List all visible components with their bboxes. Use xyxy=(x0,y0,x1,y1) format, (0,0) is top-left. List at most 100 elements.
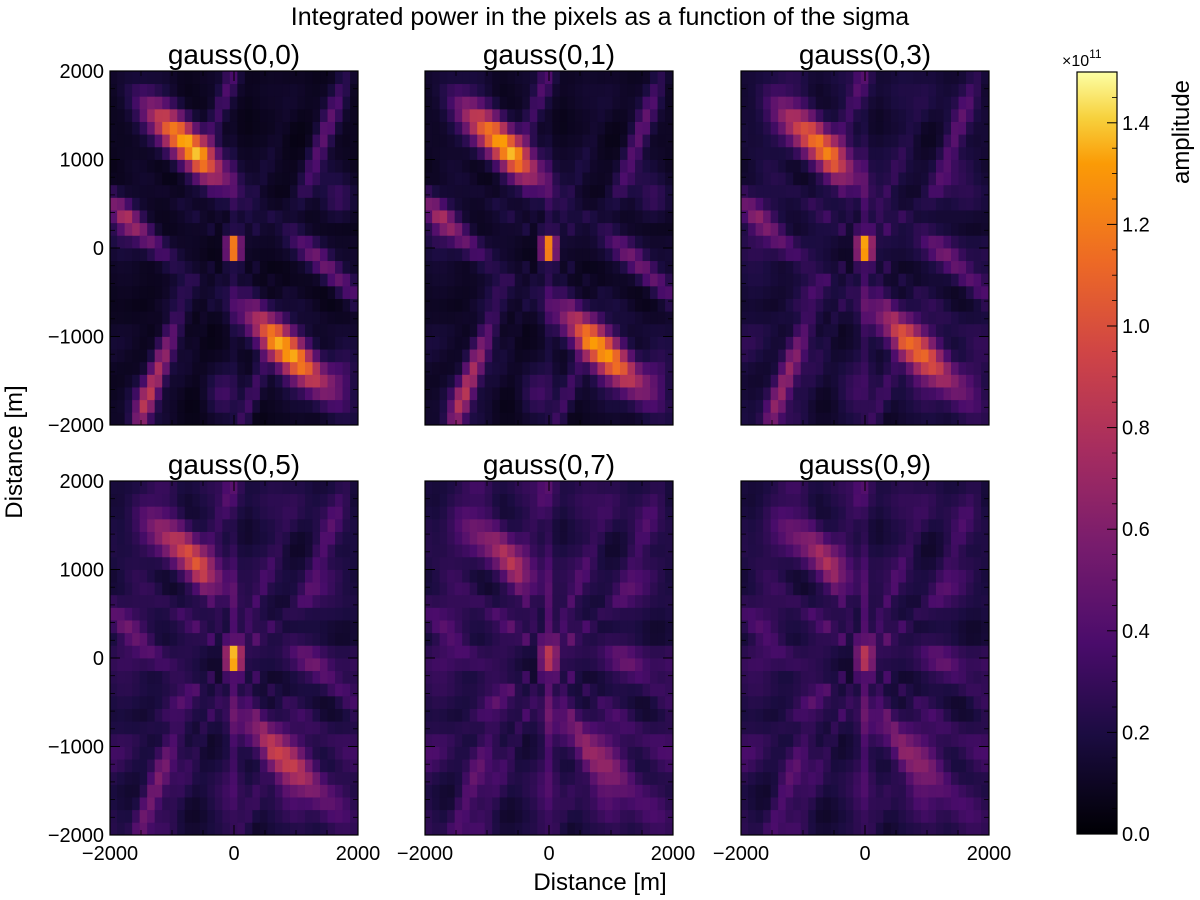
heatmap-cell xyxy=(289,746,299,760)
heatmap-cell xyxy=(154,644,164,659)
heatmap-cell xyxy=(207,619,216,634)
heatmap-cell xyxy=(589,386,599,401)
heatmap-cell xyxy=(267,108,276,122)
heatmap-cell xyxy=(898,159,907,173)
heatmap-cell xyxy=(748,197,757,211)
heatmap-cell xyxy=(883,159,892,173)
heatmap-cell xyxy=(635,197,644,211)
heatmap-cell xyxy=(327,108,336,122)
heatmap-cell xyxy=(823,146,832,160)
heatmap-cell xyxy=(469,399,479,413)
heatmap-cell xyxy=(567,184,576,198)
heatmap-cell xyxy=(920,374,930,388)
heatmap-cell xyxy=(154,197,164,211)
heatmap-cell xyxy=(619,83,629,97)
heatmap-cell xyxy=(274,361,284,375)
heatmap-cell xyxy=(589,298,599,312)
heatmap-cell xyxy=(259,619,269,634)
heatmap-cell xyxy=(499,720,509,735)
heatmap-cell xyxy=(252,720,261,735)
heatmap-cell xyxy=(469,746,479,760)
heatmap-cell xyxy=(920,411,930,426)
heatmap-cell xyxy=(267,133,276,148)
heatmap-cell xyxy=(913,146,922,160)
heatmap-cell xyxy=(259,184,269,198)
heatmap-cell xyxy=(439,260,448,274)
heatmap-cell xyxy=(619,411,629,426)
heatmap-cell xyxy=(748,209,757,224)
heatmap-cell xyxy=(237,171,246,186)
heatmap-cell xyxy=(424,670,433,684)
heatmap-cell xyxy=(124,146,133,160)
heatmap-cell xyxy=(935,159,945,173)
heatmap-cell xyxy=(529,222,539,236)
heatmap-cell xyxy=(793,386,802,401)
heatmap-cell xyxy=(552,222,561,236)
heatmap-cell xyxy=(320,632,329,646)
heatmap-cell xyxy=(507,644,516,659)
heatmap-cell xyxy=(207,260,216,274)
heatmap-cell xyxy=(237,323,246,337)
heatmap-cell xyxy=(665,809,674,823)
heatmap-cell xyxy=(635,83,644,97)
heatmap-cell xyxy=(650,746,659,760)
heatmap-cell xyxy=(627,348,636,363)
heatmap-cell xyxy=(304,374,314,388)
heatmap-cell xyxy=(567,505,576,520)
heatmap-cell xyxy=(920,361,930,375)
heatmap-cell xyxy=(612,133,621,148)
heatmap-cell xyxy=(604,272,614,287)
heatmap-cell xyxy=(124,569,133,583)
heatmap-cell xyxy=(875,133,885,148)
heatmap-cell xyxy=(304,720,314,735)
heatmap-cell xyxy=(222,121,231,135)
heatmap-cell xyxy=(424,796,433,811)
heatmap-cell xyxy=(432,682,441,697)
heatmap-cell xyxy=(650,594,659,608)
x-tick-label: 2000 xyxy=(336,843,381,865)
heatmap-cell xyxy=(973,323,982,337)
heatmap-cell xyxy=(350,399,359,413)
heatmap-cell xyxy=(447,411,456,426)
heatmap-cell xyxy=(529,108,539,122)
heatmap-cell xyxy=(469,298,479,312)
heatmap-cell xyxy=(499,348,509,363)
heatmap-cell xyxy=(860,171,870,186)
heatmap-cell xyxy=(552,108,561,122)
heatmap-cell xyxy=(312,670,321,684)
heatmap-cell xyxy=(665,184,674,198)
heatmap-cell xyxy=(320,733,329,747)
heatmap-cell xyxy=(289,399,299,413)
heatmap-cell xyxy=(973,348,982,363)
heatmap-cell xyxy=(274,695,284,709)
heatmap-cell xyxy=(297,569,306,583)
heatmap-cell xyxy=(763,374,772,388)
heatmap-cell xyxy=(124,374,133,388)
heatmap-cell xyxy=(642,518,651,532)
heatmap-cell xyxy=(289,670,299,684)
heatmap-cell xyxy=(162,83,171,97)
heatmap-cell xyxy=(808,247,817,262)
heatmap-cell xyxy=(132,682,141,697)
heatmap-cell xyxy=(289,260,299,274)
heatmap-cell xyxy=(289,336,299,350)
panel-2: gauss(0,3) xyxy=(740,39,990,426)
heatmap-cell xyxy=(755,298,764,312)
heatmap-cell xyxy=(477,108,486,122)
heatmap-cell xyxy=(559,374,569,388)
heatmap-cell xyxy=(537,171,546,186)
heatmap-cell xyxy=(574,70,584,85)
heatmap-cell xyxy=(748,184,757,198)
heatmap-cell xyxy=(612,695,621,709)
heatmap-cell xyxy=(973,411,982,426)
heatmap-cell xyxy=(335,83,344,97)
heatmap-cell xyxy=(537,222,546,236)
heatmap-cell xyxy=(552,171,561,186)
heatmap-cell xyxy=(574,619,584,634)
heatmap-cell xyxy=(139,619,148,634)
heatmap-cell xyxy=(868,361,877,375)
heatmap-cell xyxy=(477,758,486,773)
heatmap-cell xyxy=(522,569,531,583)
heatmap-cell xyxy=(552,695,561,709)
heatmap-cell xyxy=(943,70,952,85)
